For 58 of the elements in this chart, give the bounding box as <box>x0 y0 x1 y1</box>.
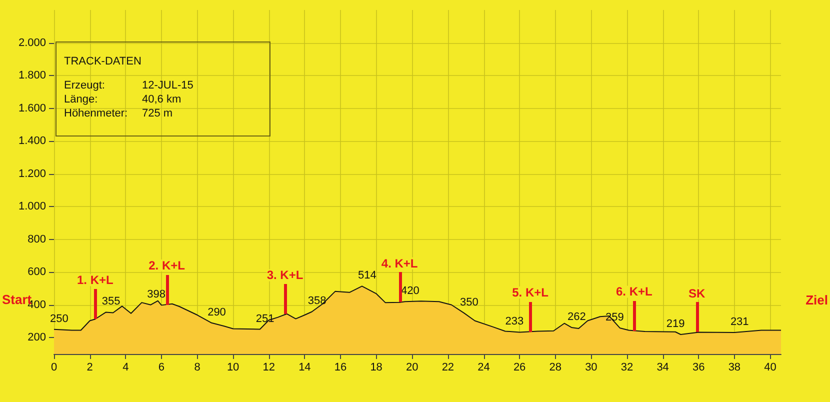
y-tick-label: 1.600 <box>18 102 46 114</box>
annotation: 4. K+L <box>381 256 418 270</box>
x-tick-label: 24 <box>478 362 490 374</box>
y-tick-label: 1.400 <box>18 135 46 148</box>
x-tick-label: 28 <box>549 362 562 374</box>
data-label: 358 <box>308 295 326 308</box>
x-tick-label: 20 <box>406 362 418 374</box>
annotation: 6. K+L <box>616 284 652 299</box>
x-tick-label: 32 <box>620 362 634 374</box>
x-tick-label: 8 <box>194 362 200 374</box>
x-tick-label: 36 <box>692 362 705 374</box>
x-tick-label: 14 <box>298 362 311 374</box>
data-label: 251 <box>256 312 274 325</box>
x-tick-label: 18 <box>370 362 382 374</box>
data-label: 355 <box>102 296 120 308</box>
y-tick-label: 2.000 <box>18 36 46 49</box>
annotation: 1. K+L <box>77 273 114 288</box>
x-tick-label: 10 <box>226 362 240 374</box>
x-tick-label: 38 <box>728 362 741 374</box>
data-label: 233 <box>505 316 524 328</box>
annotation: 3. K+L <box>266 268 304 282</box>
y-tick-label: 1.000 <box>18 200 46 213</box>
annotation: SK <box>688 286 706 300</box>
annotation: Erzeugt: <box>64 80 105 92</box>
x-tick-label: 40 <box>764 362 776 374</box>
y-tick-label: 800 <box>28 233 46 246</box>
x-tick-label: 2 <box>86 362 93 374</box>
annotation: TRACK-DATEN <box>64 56 142 68</box>
x-tick-label: 6 <box>158 362 164 374</box>
x-tick-label: 0 <box>50 362 58 374</box>
annotation: Ziel <box>806 292 828 308</box>
x-tick-label: 4 <box>122 362 129 374</box>
annotation: 40,6 km <box>142 94 182 106</box>
annotation: 2. K+L <box>148 258 185 273</box>
y-tick-label: 1.200 <box>18 168 46 180</box>
x-tick-label: 26 <box>513 362 526 374</box>
annotation: Höhenmeter: <box>64 108 128 120</box>
data-label: 219 <box>666 318 685 330</box>
data-label: 420 <box>400 285 420 298</box>
data-label: 250 <box>50 312 68 325</box>
data-label: 398 <box>147 288 166 301</box>
data-label: 290 <box>208 306 226 318</box>
data-label: 350 <box>460 296 478 309</box>
data-label: 262 <box>567 310 586 323</box>
x-tick-label: 30 <box>585 362 598 374</box>
annotation: 725 m <box>142 108 173 120</box>
annotation: Länge: <box>64 94 98 106</box>
annotation: 5. K+L <box>512 286 548 300</box>
data-label: 231 <box>730 316 749 328</box>
data-label: 514 <box>358 270 376 282</box>
annotation: 12-JUL-15 <box>142 80 194 92</box>
y-tick-label: 200 <box>28 332 46 344</box>
x-tick-label: 34 <box>656 362 669 374</box>
y-tick-label: 600 <box>28 266 46 278</box>
x-tick-label: 16 <box>334 362 347 374</box>
x-tick-label: 22 <box>442 362 454 374</box>
y-tick-label: 1.800 <box>18 70 46 82</box>
x-tick-label: 12 <box>262 362 275 374</box>
